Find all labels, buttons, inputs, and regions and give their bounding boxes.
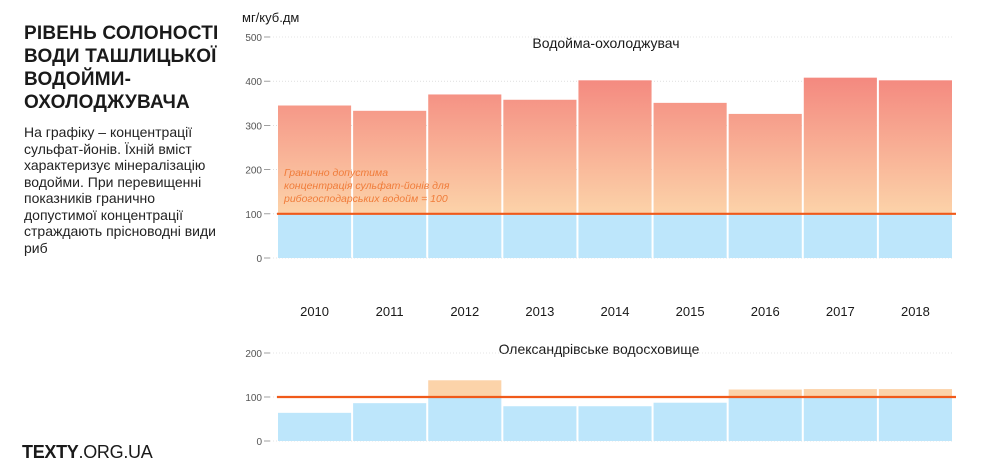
top-chart-x-tick-label: 2015 — [676, 304, 705, 319]
top-chart-bar-above-limit — [803, 77, 877, 214]
bottom-chart-bar-below-limit — [728, 397, 802, 441]
top-chart-bar — [353, 110, 427, 258]
top-chart-x-tick-label: 2012 — [450, 304, 479, 319]
top-chart-bar-above-limit — [503, 99, 577, 214]
top-chart-bar-below-limit — [428, 213, 502, 258]
page-title: РІВЕНЬ СОЛОНОСТІ ВОДИ ТАШЛИЦЬКОЇ ВОДОЙМИ… — [24, 23, 219, 113]
logo-bold: TEXTY — [22, 442, 79, 462]
top-chart-bar-above-limit — [653, 102, 727, 214]
bottom-chart-bar-below-limit — [353, 403, 427, 441]
bottom-chart-bar-below-limit — [878, 397, 952, 441]
top-chart-y-tick-label: 200 — [245, 166, 262, 177]
top-chart-bar — [653, 102, 727, 258]
top-chart-bar — [878, 80, 952, 258]
top-chart-bar — [728, 113, 802, 258]
bottom-chart-bar — [653, 402, 727, 441]
top-chart-x-tick-label: 2011 — [376, 304, 404, 319]
top-chart-bar-below-limit — [653, 213, 727, 258]
top-chart-bar-below-limit — [353, 213, 427, 258]
top-chart-y-tick-label: 400 — [245, 77, 262, 88]
bottom-chart-bar-above-limit — [428, 380, 502, 397]
top-chart-bar-above-limit — [728, 113, 802, 214]
bottom-chart-y-tick-label: 200 — [245, 349, 262, 360]
bottom-chart-bar-below-limit — [803, 397, 877, 441]
bottom-chart-bar-above-limit — [803, 389, 877, 397]
bottom-chart-bar-below-limit — [578, 406, 652, 441]
bottom-chart-bar — [503, 406, 577, 441]
bottom-chart-y-tick-label: 0 — [256, 437, 262, 448]
top-chart-bar-below-limit — [803, 213, 877, 258]
bottom-chart-y-tick-label: 100 — [245, 393, 262, 404]
bottom-chart-bar-below-limit — [428, 397, 502, 441]
top-chart-y-tick-label: 300 — [245, 121, 262, 132]
top-chart-bar-above-limit — [428, 94, 502, 214]
bottom-chart-bar — [428, 380, 502, 441]
y-axis-unit-label: мг/куб.дм — [242, 10, 299, 25]
top-chart-bar — [278, 105, 352, 258]
bottom-chart-bar-above-limit — [878, 389, 952, 397]
top-chart-bar — [503, 99, 577, 258]
top-chart-bar-above-limit — [578, 80, 652, 214]
bottom-chart-bar — [578, 406, 652, 441]
top-chart-limit-annotation: Гранично допустима концентрація сульфат-й… — [283, 167, 450, 205]
top-chart-y-tick-label: 500 — [245, 33, 262, 44]
logo-rest: .ORG.UA — [78, 442, 153, 462]
top-chart-bar — [578, 80, 652, 258]
top-chart-bar-below-limit — [278, 213, 352, 258]
top-chart-y-tick-label: 100 — [245, 210, 262, 221]
top-chart-bar-below-limit — [578, 213, 652, 258]
top-chart-x-tick-label: 2014 — [601, 304, 630, 319]
site-logo[interactable]: TEXTY.ORG.UA — [22, 442, 153, 463]
top-chart-bar — [803, 77, 877, 258]
bottom-chart-bar-above-limit — [728, 389, 802, 397]
top-chart-bar-below-limit — [728, 213, 802, 258]
bottom-chart-title: Олександрівське водосховище — [499, 341, 700, 357]
top-chart-x-tick-label: 2016 — [751, 304, 780, 319]
bottom-chart-bar-below-limit — [503, 406, 577, 441]
bottom-chart-bar-below-limit — [653, 402, 727, 441]
top-chart-bar-below-limit — [503, 213, 577, 258]
top-chart-bar-above-limit — [353, 110, 427, 214]
chart-description: На графіку – концентрації сульфат-йонів.… — [24, 124, 216, 256]
top-chart-bar-above-limit — [278, 105, 352, 214]
bottom-chart-bar — [803, 389, 877, 441]
top-chart-x-tick-label: 2018 — [901, 304, 930, 319]
bottom-chart-bar — [278, 412, 352, 441]
top-chart-x-tick-label: 2013 — [525, 304, 554, 319]
bottom-chart-bar — [728, 389, 802, 441]
top-chart-bar — [428, 94, 502, 258]
top-chart-bar-below-limit — [878, 213, 952, 258]
bottom-chart-bar — [353, 403, 427, 441]
bottom-chart-bar-below-limit — [278, 412, 352, 441]
bottom-chart-bar — [878, 389, 952, 441]
top-chart-bar-above-limit — [878, 80, 952, 214]
top-chart-y-tick-label: 0 — [256, 254, 262, 265]
top-chart-x-tick-label: 2017 — [826, 304, 855, 319]
top-chart-title: Водойма-охолоджувач — [532, 35, 679, 51]
top-chart-x-tick-label: 2010 — [300, 304, 329, 319]
